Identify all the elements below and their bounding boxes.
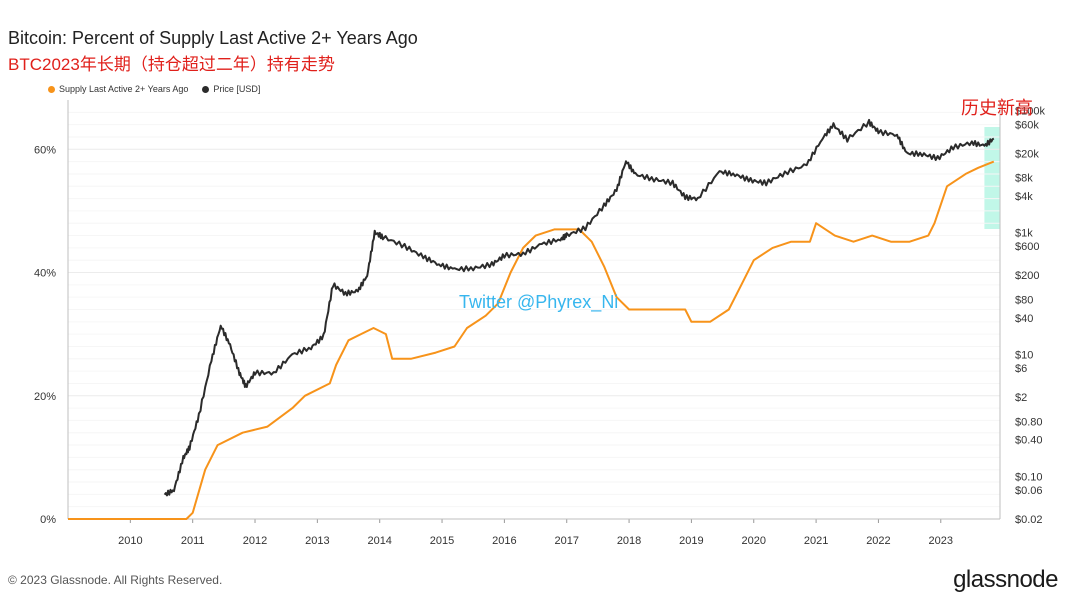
glassnode-logo: glassnode <box>953 566 1058 593</box>
y-right-tick-label: $200 <box>1015 270 1039 282</box>
price-series-line <box>163 118 995 497</box>
y-right-tick-label: $8k <box>1015 173 1033 185</box>
y-right-tick-label: $6 <box>1015 363 1027 375</box>
y-right-tick-label: $0.80 <box>1015 416 1043 428</box>
legend-item-supply[interactable]: Supply Last Active 2+ Years Ago <box>48 84 188 94</box>
x-tick-label: 2012 <box>243 535 267 547</box>
y-left-tick-label: 60% <box>34 144 56 156</box>
x-tick-label: 2010 <box>118 535 142 547</box>
y-right-tick-label: $40 <box>1015 313 1033 325</box>
y-right-tick-label: $0.02 <box>1015 514 1043 526</box>
x-tick-label: 2015 <box>430 535 454 547</box>
copyright-footer: © 2023 Glassnode. All Rights Reserved. <box>8 573 223 587</box>
ath-highlight-band <box>984 127 1000 229</box>
supply-swatch-icon <box>48 85 55 93</box>
x-tick-label: 2017 <box>554 535 578 547</box>
twitter-watermark: Twitter @Phyrex_Ni <box>459 292 619 312</box>
y-right-tick-label: $0.06 <box>1015 485 1043 497</box>
x-tick-label: 2016 <box>492 535 516 547</box>
y-right-tick-label: $20k <box>1015 148 1039 160</box>
y-right-tick-label: $0.10 <box>1015 471 1043 483</box>
legend-label-price: Price [USD] <box>213 84 261 94</box>
price-swatch-icon <box>202 85 210 93</box>
x-tick-label: 2019 <box>679 535 703 547</box>
supply-series-line <box>68 160 995 520</box>
x-tick-label: 2022 <box>866 535 890 547</box>
x-tick-label: 2011 <box>181 535 205 547</box>
x-tick-label: 2021 <box>804 535 828 547</box>
x-tick-label: 2013 <box>305 535 329 547</box>
y-left-tick-label: 0% <box>40 514 56 526</box>
y-right-tick-label: $100k <box>1015 106 1045 118</box>
y-right-tick-label: $2 <box>1015 392 1027 404</box>
x-tick-label: 2020 <box>742 535 766 547</box>
ath-annotation: 历史新高 <box>961 98 1033 118</box>
chart-subtitle: BTC2023年长期（持仓超过二年）持有走势 <box>8 55 335 74</box>
chart-title: Bitcoin: Percent of Supply Last Active 2… <box>8 28 418 48</box>
y-right-tick-label: $1k <box>1015 228 1033 240</box>
x-tick-label: 2023 <box>929 535 953 547</box>
legend-label-supply: Supply Last Active 2+ Years Ago <box>59 84 189 94</box>
y-right-tick-label: $4k <box>1015 191 1033 203</box>
y-right-tick-label: $600 <box>1015 241 1039 253</box>
y-right-tick-label: $60k <box>1015 119 1039 131</box>
y-left-tick-label: 20% <box>34 391 56 403</box>
x-tick-label: 2014 <box>367 535 391 547</box>
y-right-tick-label: $0.40 <box>1015 435 1043 447</box>
y-right-tick-label: $80 <box>1015 294 1033 306</box>
x-tick-label: 2018 <box>617 535 641 547</box>
legend: Supply Last Active 2+ Years Ago Price [U… <box>48 84 260 94</box>
y-left-tick-label: 40% <box>34 268 56 280</box>
legend-item-price[interactable]: Price [USD] <box>202 84 260 94</box>
y-right-tick-label: $10 <box>1015 350 1033 362</box>
